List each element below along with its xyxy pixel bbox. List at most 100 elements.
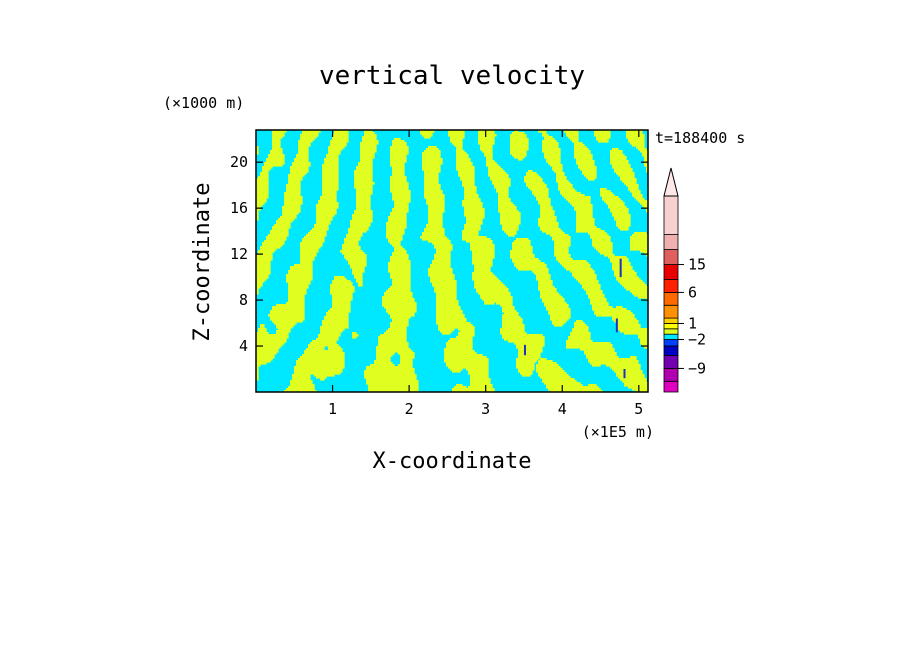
field-cell bbox=[286, 184, 301, 187]
field-cell bbox=[458, 328, 475, 331]
field-cell bbox=[352, 334, 359, 337]
field-cell bbox=[582, 284, 601, 287]
field-cell bbox=[350, 266, 365, 269]
field-cell bbox=[428, 146, 437, 149]
field-cell bbox=[390, 322, 409, 325]
field-cell bbox=[510, 138, 529, 141]
field-cell bbox=[256, 196, 269, 199]
field-cell bbox=[486, 164, 499, 167]
field-cell bbox=[484, 152, 493, 155]
field-cell bbox=[436, 316, 465, 319]
field-cell bbox=[498, 192, 509, 195]
field-cell bbox=[294, 368, 343, 371]
field-cell bbox=[286, 278, 313, 281]
field-cell bbox=[388, 238, 403, 241]
field-cell bbox=[388, 266, 411, 269]
field-cell bbox=[392, 194, 411, 197]
field-cell bbox=[428, 270, 453, 273]
field-cell bbox=[356, 196, 371, 199]
field-cell bbox=[352, 270, 365, 273]
field-cell bbox=[564, 266, 591, 269]
field-cell bbox=[450, 368, 463, 371]
field-cell bbox=[316, 376, 327, 379]
field-cell bbox=[596, 136, 611, 139]
field-cell bbox=[576, 220, 595, 223]
field-cell bbox=[308, 232, 327, 235]
field-cell bbox=[428, 220, 443, 223]
field-cell bbox=[510, 148, 529, 151]
field-cell bbox=[394, 248, 405, 251]
field-cell bbox=[286, 188, 301, 191]
field-cell bbox=[350, 222, 371, 225]
field-cell bbox=[312, 340, 337, 343]
field-cell bbox=[256, 268, 271, 271]
field-cell bbox=[472, 274, 495, 277]
field-cell bbox=[596, 138, 609, 141]
field-cell bbox=[352, 216, 373, 219]
field-cell bbox=[314, 374, 335, 377]
field-cell bbox=[390, 146, 409, 149]
field-cell bbox=[350, 220, 373, 223]
field-cell bbox=[256, 338, 287, 341]
field-cell bbox=[426, 198, 445, 201]
field-cell bbox=[620, 282, 645, 285]
field-cell bbox=[470, 246, 495, 249]
field-cell bbox=[568, 336, 591, 339]
field-cell bbox=[424, 186, 441, 189]
field-cell bbox=[528, 170, 533, 173]
field-cell bbox=[436, 248, 453, 251]
field-cell bbox=[612, 164, 631, 167]
field-cell bbox=[476, 290, 509, 293]
field-cell bbox=[616, 306, 623, 309]
field-cell bbox=[536, 196, 549, 199]
field-cell bbox=[256, 202, 265, 205]
field-cell bbox=[270, 232, 289, 235]
field-cell bbox=[542, 148, 561, 151]
field-cell bbox=[568, 136, 579, 139]
field-cell bbox=[506, 232, 517, 235]
field-cell bbox=[456, 384, 463, 387]
field-cell bbox=[576, 162, 595, 165]
field-cell bbox=[458, 332, 475, 335]
field-cell bbox=[474, 270, 491, 273]
field-cell bbox=[392, 144, 407, 147]
field-cell bbox=[312, 228, 329, 231]
field-cell bbox=[462, 202, 483, 205]
field-cell bbox=[628, 188, 639, 191]
field-cell bbox=[526, 172, 537, 175]
field-cell bbox=[470, 382, 491, 385]
field-cell bbox=[580, 348, 615, 351]
field-cell bbox=[316, 206, 339, 209]
colorbar: 15 6 1−2 −9 bbox=[663, 167, 706, 393]
field-cell bbox=[538, 282, 553, 285]
field-cell bbox=[608, 206, 627, 209]
colorbar-segment bbox=[663, 339, 679, 347]
colorbar-segment bbox=[663, 380, 679, 393]
field-cell bbox=[268, 154, 285, 157]
field-cell bbox=[258, 328, 267, 331]
field-cell bbox=[256, 278, 267, 281]
field-cell bbox=[638, 336, 648, 339]
field-cell bbox=[482, 298, 513, 301]
field-cell bbox=[258, 250, 275, 253]
field-cell bbox=[619, 258, 622, 278]
field-cell bbox=[262, 242, 285, 245]
field-cell bbox=[574, 156, 593, 159]
field-cell bbox=[568, 338, 591, 341]
field-cell bbox=[516, 366, 535, 369]
field-cell bbox=[392, 318, 409, 321]
field-cell bbox=[376, 354, 393, 357]
field-cell bbox=[614, 168, 633, 171]
field-cell bbox=[390, 162, 405, 165]
colorbar-segment bbox=[663, 317, 679, 324]
field-cell bbox=[616, 324, 641, 327]
field-cell bbox=[332, 138, 349, 141]
field-cell bbox=[392, 198, 411, 201]
field-cell bbox=[300, 256, 315, 259]
field-cell bbox=[576, 212, 593, 215]
field-cell bbox=[462, 230, 479, 233]
field-cell bbox=[586, 290, 603, 293]
field-cell bbox=[510, 142, 529, 145]
field-cell bbox=[462, 234, 479, 237]
field-cell bbox=[518, 158, 523, 161]
